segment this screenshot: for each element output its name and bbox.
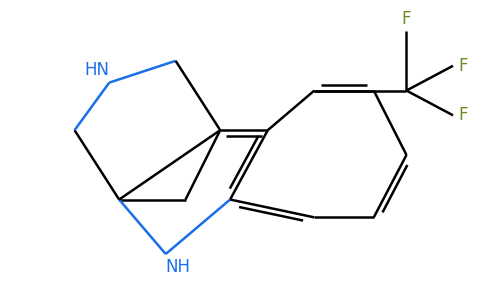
Text: HN: HN	[84, 61, 109, 79]
Text: NH: NH	[166, 258, 191, 276]
Text: F: F	[402, 10, 411, 28]
Text: F: F	[458, 106, 468, 124]
Text: F: F	[458, 57, 468, 75]
